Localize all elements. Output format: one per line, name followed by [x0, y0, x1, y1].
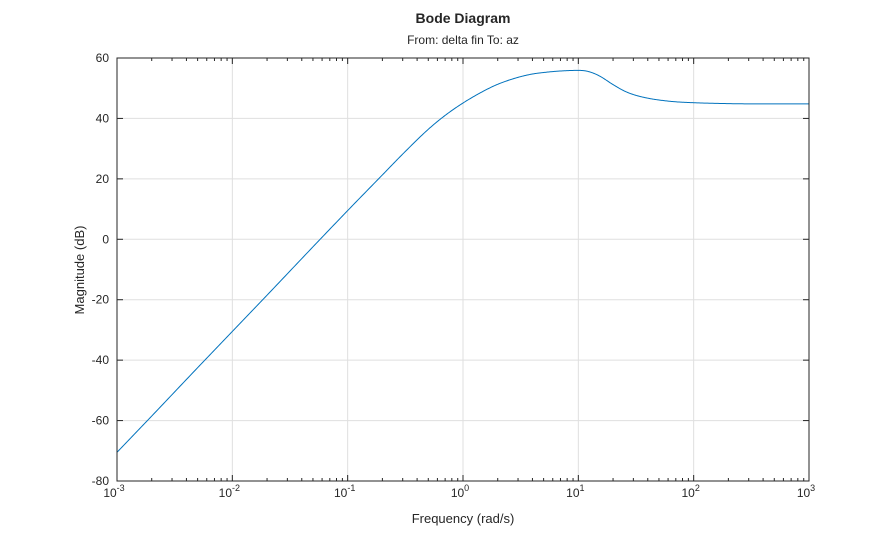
- y-axis-label: Magnitude (dB): [72, 226, 87, 315]
- y-tick-label: 0: [102, 232, 109, 246]
- y-tick-label: 40: [96, 111, 110, 125]
- x-tick-label: 10-2: [219, 483, 240, 500]
- chart-title: Bode Diagram: [416, 10, 511, 26]
- y-tick-label: -80: [92, 474, 110, 488]
- x-tick-label: 100: [451, 483, 469, 500]
- x-tick-label: 102: [681, 483, 699, 500]
- series-layer: [116, 69, 809, 453]
- x-tick-labels: 10-3 10-2 10-1 100 101 102 103: [103, 483, 815, 500]
- magnitude-series-line: [116, 69, 809, 453]
- axes-box: [116, 57, 810, 482]
- y-tick-labels: 60 40 20 0 -20 -40 -60 -80: [92, 51, 110, 488]
- y-tick-label: -60: [92, 414, 110, 428]
- x-tick-label: 101: [566, 483, 584, 500]
- y-tick-label: -40: [92, 353, 110, 367]
- x-axis-label: Frequency (rad/s): [412, 511, 515, 526]
- x-tick-label: 10-1: [334, 483, 355, 500]
- y-tick-label: 60: [96, 51, 110, 65]
- x-tick-label: 10-3: [103, 483, 124, 500]
- y-tick-label: 20: [96, 172, 110, 186]
- x-tick-label: 103: [797, 483, 815, 500]
- y-tick-label: -20: [92, 293, 110, 307]
- grid-layer: [117, 58, 809, 481]
- chart-subtitle: From: delta fin To: az: [407, 33, 519, 47]
